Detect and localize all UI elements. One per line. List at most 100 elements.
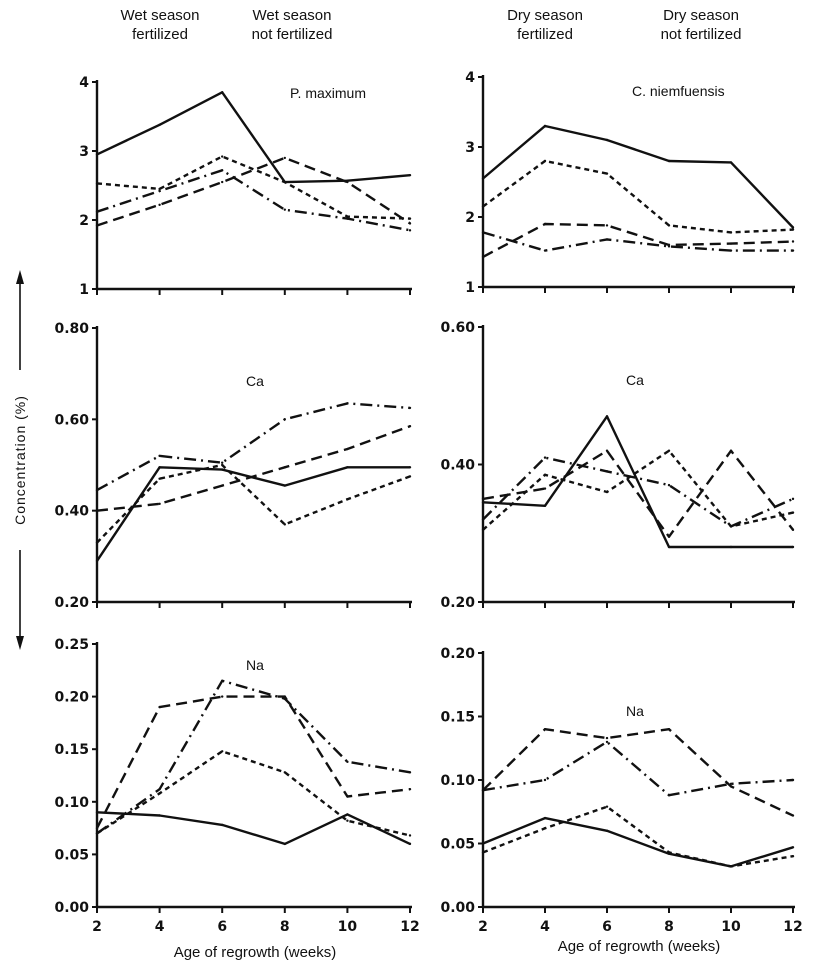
data-point: [283, 697, 286, 700]
legend-wet-not-fertilized: Wet season not fertilized: [232, 6, 352, 44]
y-tick-label: 0.10: [440, 773, 475, 789]
panel-title: Ca: [246, 373, 264, 389]
y-tick-label: 0.80: [54, 321, 89, 337]
data-point: [481, 788, 485, 792]
y-tick-label: 0.10: [54, 795, 89, 811]
series-line-long-dash: [96, 425, 411, 512]
data-point: [283, 156, 286, 160]
data-point: [408, 222, 412, 225]
x-axis-label-left: Age of regrowth (weeks): [173, 944, 337, 961]
legend-line1: Dry season: [507, 7, 583, 24]
data-point: [543, 827, 547, 830]
panel-title: Ca: [626, 372, 644, 388]
panel-title: P. maximum: [290, 85, 366, 101]
legend-wet-fertilized: Wet season fertilized: [100, 6, 220, 44]
series-line-long-dash: [96, 156, 411, 227]
data-point: [95, 224, 99, 227]
data-point: [605, 238, 609, 241]
data-point: [481, 497, 485, 501]
data-point: [605, 736, 609, 740]
x-tick-label: 6: [217, 919, 227, 935]
series-line-solid: [482, 816, 794, 868]
data-point: [408, 834, 412, 837]
x-tick-label: 8: [280, 919, 290, 935]
data-point: [283, 771, 286, 774]
data-point: [791, 497, 795, 501]
data-point: [158, 454, 161, 458]
data-point: [667, 159, 671, 163]
y-tick-label: 1: [79, 282, 89, 298]
data-point: [95, 832, 99, 835]
data-point: [346, 402, 349, 405]
data-point: [667, 245, 671, 248]
data-point: [408, 217, 412, 220]
data-point: [346, 813, 349, 816]
data-point: [791, 511, 795, 514]
data-point: [221, 695, 224, 698]
data-point: [605, 740, 609, 744]
data-point: [95, 488, 99, 492]
y-tick-label: 0.60: [54, 412, 89, 428]
data-point: [729, 785, 733, 788]
data-point: [346, 180, 349, 184]
panel-title: Na: [626, 703, 644, 719]
data-point: [729, 249, 733, 252]
arrow-up-icon: [16, 270, 24, 284]
data-point: [283, 208, 286, 211]
legend-line2: not fertilized: [660, 26, 742, 43]
data-point: [346, 819, 349, 822]
data-point: [221, 461, 224, 464]
data-point: [543, 124, 547, 128]
data-point: [543, 159, 547, 163]
data-point: [791, 528, 795, 532]
legend-line1: Dry season: [663, 7, 739, 24]
data-point: [605, 415, 609, 418]
data-point: [158, 792, 161, 795]
data-point: [346, 447, 349, 451]
data-point: [481, 842, 485, 845]
series-line-short-dash: [482, 159, 794, 234]
legend-dry-not-fertilized: Dry season not fertilized: [636, 6, 766, 44]
y-tick-label: 3: [79, 144, 89, 160]
y-tick-label: 1: [465, 280, 475, 296]
y-tick-label: 0.40: [54, 504, 89, 520]
data-point: [283, 484, 286, 487]
data-point: [791, 814, 795, 817]
data-point: [95, 541, 99, 544]
y-tick-label: 0.00: [54, 900, 89, 916]
series-line-long-dash: [482, 222, 794, 258]
data-point: [481, 528, 485, 532]
data-point: [408, 424, 412, 428]
data-point: [791, 226, 795, 229]
data-point: [346, 498, 349, 501]
data-point: [729, 231, 733, 234]
series-line-short-dash: [96, 750, 411, 837]
data-point: [408, 406, 412, 410]
data-point: [791, 846, 795, 849]
data-point: [667, 483, 671, 487]
x-tick-label: 12: [783, 919, 802, 935]
x-tick-label: 10: [721, 919, 741, 935]
data-point: [408, 466, 412, 469]
data-point: [543, 473, 547, 477]
data-point: [481, 255, 485, 259]
data-point: [667, 449, 671, 452]
data-point: [346, 217, 349, 220]
series-line-dash-dot: [482, 456, 794, 528]
data-point: [283, 523, 286, 526]
data-point: [408, 842, 412, 846]
data-point: [221, 180, 224, 184]
data-point: [543, 487, 547, 490]
data-point: [408, 475, 412, 478]
series-line-dash-dot: [482, 740, 794, 797]
data-point: [95, 153, 99, 156]
data-point: [408, 229, 412, 232]
y-tick-label: 0.15: [54, 742, 89, 758]
data-point: [221, 823, 224, 827]
data-point: [346, 466, 349, 469]
data-point: [158, 814, 161, 817]
data-point: [95, 811, 99, 814]
data-point: [283, 418, 286, 421]
y-tick-label: 0.20: [440, 595, 475, 611]
